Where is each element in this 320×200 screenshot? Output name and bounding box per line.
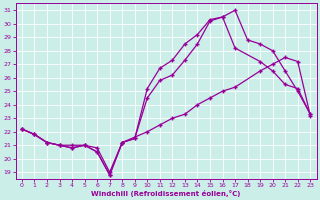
X-axis label: Windchill (Refroidissement éolien,°C): Windchill (Refroidissement éolien,°C): [92, 190, 241, 197]
